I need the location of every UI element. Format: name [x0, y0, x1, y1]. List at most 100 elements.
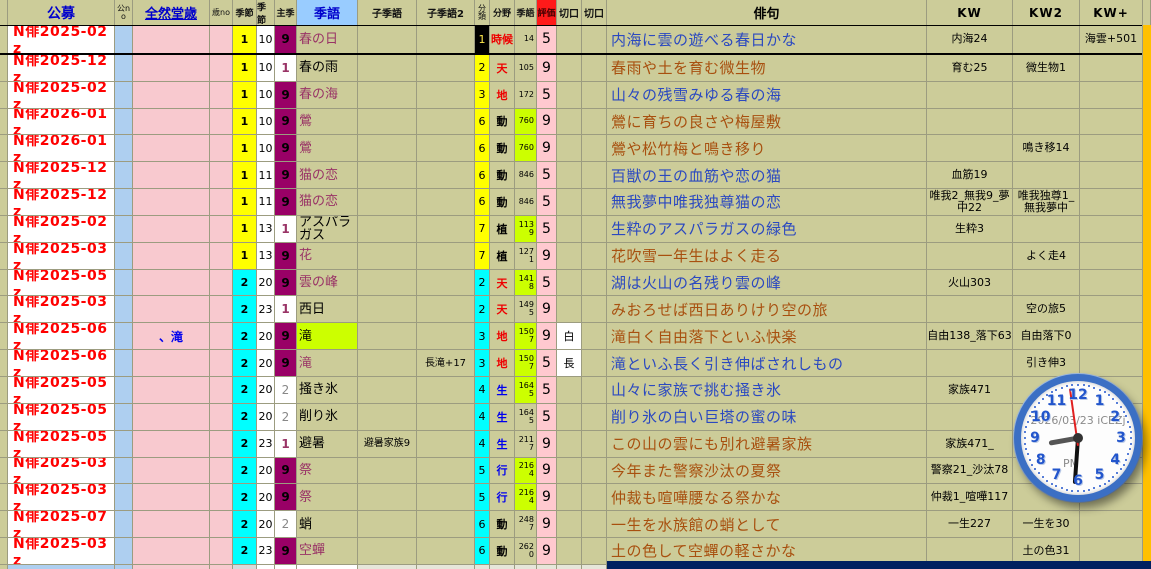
kirikuchi1-cell[interactable] — [557, 430, 582, 458]
kw-plus-cell[interactable] — [1080, 81, 1143, 109]
kirikuchi1-cell[interactable] — [557, 376, 582, 404]
row-head[interactable] — [0, 296, 8, 324]
kouno-cell[interactable] — [115, 376, 133, 404]
hyoka-cell[interactable]: 9 — [537, 296, 557, 324]
bunrui-cell[interactable]: 5 — [475, 484, 490, 512]
kisetsu-cell[interactable]: 2 — [233, 484, 257, 512]
kw-cell[interactable] — [927, 403, 1013, 431]
kigo-cell[interactable]: 避暑 — [297, 430, 358, 458]
bunrui-cell[interactable]: 1 — [475, 26, 490, 53]
kw2-cell[interactable] — [1013, 108, 1080, 136]
kigo-cell[interactable]: アスパラガス — [297, 215, 358, 243]
kokigo2-cell[interactable] — [417, 323, 475, 351]
kisetsu-cell[interactable]: 2 — [233, 296, 257, 324]
saino-cell[interactable] — [210, 54, 233, 82]
kisetsu-cell[interactable]: 2 — [233, 376, 257, 404]
shuki-cell[interactable]: 9 — [275, 457, 297, 485]
shuki-cell[interactable]: 1 — [275, 296, 297, 324]
bunrui-cell[interactable]: 6 — [475, 538, 490, 565]
header-bunrui[interactable]: 分類 — [475, 0, 490, 25]
koubo-cell[interactable]: N俳2025-03z — [8, 538, 115, 565]
kw2-cell[interactable] — [1013, 215, 1080, 243]
kokigo-cell[interactable] — [358, 81, 417, 109]
bunya-cell[interactable]: 動 — [490, 162, 515, 190]
kirikuchi2-cell[interactable] — [582, 323, 607, 351]
koubo-cell[interactable]: N俳2025-03z — [8, 457, 115, 485]
kouno-cell[interactable] — [115, 242, 133, 270]
kokigo-cell[interactable] — [358, 269, 417, 297]
saino-cell[interactable] — [210, 189, 233, 216]
kokigo2-cell[interactable] — [417, 457, 475, 485]
kokigo2-cell[interactable] — [417, 81, 475, 109]
kisetsu-cell[interactable]: 2 — [233, 511, 257, 539]
kigo-number-cell[interactable]: 1507 — [515, 323, 537, 351]
kirikuchi1-cell[interactable]: 白 — [557, 323, 582, 351]
hyoka-cell[interactable]: 5 — [537, 269, 557, 297]
haiku-cell[interactable]: 内海に雲の遊べる春日かな — [607, 26, 927, 53]
zenzendou-cell[interactable] — [133, 457, 210, 485]
kokigo-cell[interactable] — [358, 350, 417, 377]
bunya-cell[interactable]: 動 — [490, 511, 515, 539]
row-head[interactable] — [0, 242, 8, 270]
saino-cell[interactable] — [210, 538, 233, 565]
shuki-cell[interactable]: 9 — [275, 26, 297, 53]
kisetsu-cell[interactable]: 2 — [233, 403, 257, 431]
kw-cell[interactable]: 育む25 — [927, 54, 1013, 82]
kirikuchi2-cell[interactable] — [582, 54, 607, 82]
koubo-cell[interactable]: N俳2025-06z — [8, 350, 115, 377]
zenzendou-cell[interactable] — [133, 189, 210, 216]
bunrui-cell[interactable]: 6 — [475, 189, 490, 216]
kouno-cell[interactable] — [115, 323, 133, 351]
shuki-cell[interactable]: 9 — [275, 135, 297, 163]
analog-clock-widget[interactable]: 2026/03/23 iCEZj PM 1 2 3 4 5 6 7 8 9 10 11 12 — [1014, 374, 1142, 502]
row-head[interactable] — [0, 135, 8, 163]
kw-cell[interactable] — [927, 81, 1013, 109]
koubo-cell[interactable]: N俳2025-05z — [8, 376, 115, 404]
shuki-cell[interactable]: 9 — [275, 323, 297, 351]
shuki-cell[interactable]: 9 — [275, 81, 297, 109]
zenzendou-cell[interactable] — [133, 511, 210, 539]
kokigo-cell[interactable] — [358, 538, 417, 565]
header-kigono[interactable]: 季語 — [515, 0, 537, 25]
kisetsu-no-cell[interactable]: 10 — [257, 135, 275, 163]
kisetsu-no-cell[interactable]: 20 — [257, 484, 275, 512]
kokigo2-cell[interactable] — [417, 135, 475, 163]
bunrui-cell[interactable]: 2 — [475, 296, 490, 324]
kigo-cell[interactable]: 掻き氷 — [297, 376, 358, 404]
kigo-number-cell[interactable]: 1507 — [515, 350, 537, 377]
kisetsu-cell[interactable]: 1 — [233, 135, 257, 163]
row-head[interactable] — [0, 376, 8, 404]
zenzendou-cell[interactable] — [133, 162, 210, 190]
kisetsu-no-cell[interactable]: 20 — [257, 323, 275, 351]
bunya-cell[interactable]: 天 — [490, 269, 515, 297]
hyoka-cell[interactable]: 9 — [537, 484, 557, 512]
kisetsu-cell[interactable]: 2 — [233, 457, 257, 485]
kokigo2-cell[interactable] — [417, 108, 475, 136]
row-head[interactable] — [0, 484, 8, 512]
kokigo-cell[interactable] — [358, 457, 417, 485]
bunya-cell[interactable]: 地 — [490, 81, 515, 109]
kisetsu-no-cell[interactable]: 20 — [257, 350, 275, 377]
hyoka-cell[interactable]: 9 — [537, 323, 557, 351]
kirikuchi1-cell[interactable] — [557, 189, 582, 216]
kirikuchi1-cell[interactable] — [557, 54, 582, 82]
kigo-number-cell[interactable]: 105 — [515, 54, 537, 82]
kokigo2-cell[interactable] — [417, 511, 475, 539]
kigo-cell[interactable]: 春の雨 — [297, 54, 358, 82]
kokigo-cell[interactable] — [358, 511, 417, 539]
kisetsu-cell[interactable]: 1 — [233, 108, 257, 136]
saino-cell[interactable] — [210, 108, 233, 136]
header-kw-plus[interactable]: KW+ — [1080, 0, 1143, 25]
kirikuchi1-cell[interactable] — [557, 457, 582, 485]
bunrui-cell[interactable]: 3 — [475, 81, 490, 109]
kisetsu-no-cell[interactable]: 23 — [257, 430, 275, 458]
saino-cell[interactable] — [210, 350, 233, 377]
kisetsu-cell[interactable]: 1 — [233, 26, 257, 53]
kw-cell[interactable]: 一生227 — [927, 511, 1013, 539]
kirikuchi2-cell[interactable] — [582, 296, 607, 324]
haiku-cell[interactable]: 一生を水族館の蛸として — [607, 511, 927, 539]
zenzendou-cell[interactable] — [133, 135, 210, 163]
kirikuchi1-cell[interactable] — [557, 296, 582, 324]
zenzendou-cell[interactable] — [133, 242, 210, 270]
kw-plus-cell[interactable] — [1080, 108, 1143, 136]
